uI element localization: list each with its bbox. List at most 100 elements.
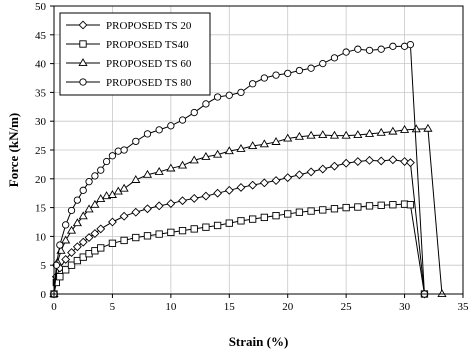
circle-marker: [272, 71, 280, 79]
diamond-marker: [283, 173, 293, 183]
circle-marker: [365, 46, 374, 55]
series-3: [49, 123, 447, 298]
square-marker: [406, 201, 415, 209]
y-tick-label: 15: [35, 203, 47, 215]
triangle-marker: [78, 58, 88, 67]
triangle-marker: [72, 218, 82, 227]
square-marker: [202, 223, 210, 231]
triangle-marker: [341, 130, 351, 139]
triangle-marker: [271, 137, 281, 145]
triangle-marker: [66, 225, 77, 234]
square-marker: [330, 205, 339, 213]
circle-marker: [330, 54, 339, 62]
x-tick-label: 10: [165, 301, 177, 313]
triangle-marker: [318, 130, 328, 139]
square-marker: [307, 207, 315, 215]
circle-marker: [120, 146, 128, 154]
circle-marker: [213, 93, 222, 101]
square-marker: [389, 201, 397, 209]
triangle-marker: [353, 130, 363, 139]
diamond-marker: [365, 155, 374, 165]
diamond-marker: [189, 193, 199, 203]
series-lines: [49, 40, 447, 299]
circle-marker: [155, 126, 163, 134]
circle-marker: [85, 178, 93, 186]
diamond-marker: [330, 161, 339, 171]
diamond-marker: [213, 188, 223, 198]
square-marker: [319, 206, 327, 214]
diamond-marker: [306, 167, 316, 177]
circle-marker: [143, 130, 152, 138]
y-tick-label: 50: [35, 1, 47, 13]
circle-marker: [73, 196, 82, 204]
square-marker: [190, 225, 198, 233]
circle-marker: [354, 45, 362, 53]
circle-marker: [91, 172, 99, 180]
circle-marker: [167, 122, 175, 130]
diamond-marker: [78, 237, 88, 247]
square-marker: [155, 230, 163, 238]
square-marker: [225, 219, 233, 227]
circle-marker: [178, 116, 187, 124]
diamond-marker: [259, 178, 269, 188]
series-line: [53, 159, 425, 295]
triangle-marker: [61, 235, 71, 244]
diamond-marker: [119, 211, 129, 221]
diamond-marker: [318, 164, 328, 174]
circle-marker: [56, 241, 64, 249]
triangle-marker: [78, 211, 88, 220]
x-tick-label: 25: [341, 301, 353, 313]
diamond-marker: [84, 233, 94, 242]
series-1: [49, 155, 429, 299]
diamond-marker: [107, 217, 117, 227]
triangle-marker: [90, 199, 100, 208]
circle-marker: [284, 69, 292, 78]
circle-marker: [237, 88, 245, 97]
legend-item: PROPOSED TS40: [66, 39, 189, 51]
series-2: [50, 200, 429, 298]
triangle-marker: [213, 149, 223, 158]
y-tick-label: 5: [41, 260, 47, 272]
square-marker: [260, 213, 268, 222]
square-marker: [342, 203, 350, 212]
circle-marker: [307, 64, 315, 72]
diamond-marker: [224, 185, 234, 195]
legend-label: PROPOSED TS 60: [106, 58, 192, 70]
diamond-marker: [353, 157, 363, 166]
square-marker: [365, 202, 374, 210]
square-marker: [354, 203, 362, 211]
legend-item: PROPOSED TS 20: [66, 20, 192, 32]
y-tick-label: 20: [35, 174, 47, 186]
diamond-marker: [166, 199, 176, 209]
circle-marker: [225, 91, 233, 99]
x-tick-label: 20: [282, 301, 294, 313]
circle-marker: [342, 48, 350, 56]
triangle-marker: [189, 155, 199, 164]
triangle-marker: [411, 124, 421, 133]
triangle-marker: [376, 127, 386, 136]
triangle-marker: [399, 124, 410, 133]
circle-marker: [260, 74, 268, 82]
triangle-marker: [364, 128, 375, 137]
triangle-marker: [294, 131, 304, 140]
legend-label: PROPOSED TS 80: [106, 77, 192, 89]
diamond-marker: [400, 157, 410, 166]
x-tick-label: 5: [110, 301, 116, 313]
x-tick-label: 35: [458, 301, 470, 313]
triangle-marker: [84, 204, 94, 213]
legend-item: PROPOSED TS 80: [66, 77, 192, 89]
square-marker: [97, 244, 105, 252]
circle-marker: [190, 108, 198, 117]
circle-marker: [114, 147, 122, 155]
circle-marker: [202, 100, 210, 108]
y-tick-label: 35: [35, 87, 47, 99]
circle-marker: [249, 80, 257, 88]
circle-marker: [79, 186, 87, 194]
diamond-marker: [67, 248, 76, 257]
y-tick-label: 40: [35, 59, 47, 71]
circle-marker: [67, 206, 76, 215]
diamond-marker: [78, 20, 88, 30]
triangle-marker: [259, 139, 269, 148]
circle-marker: [132, 137, 140, 146]
triangle-marker: [306, 130, 316, 139]
